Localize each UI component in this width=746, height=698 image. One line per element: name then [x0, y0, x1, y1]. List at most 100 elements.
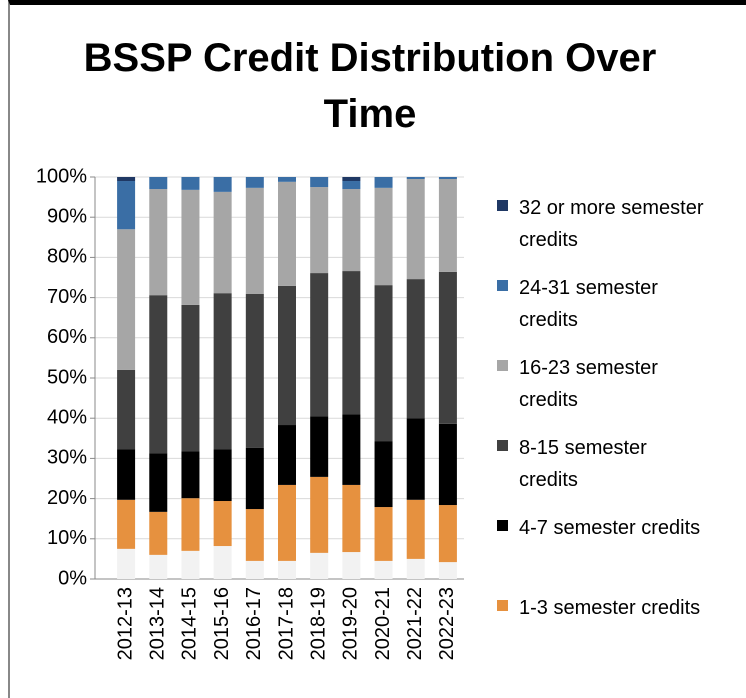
bar-segment [374, 441, 393, 508]
y-tick-label: 10% [47, 527, 87, 549]
bar-segment [310, 552, 329, 579]
bar-segment [406, 177, 425, 180]
x-tick-label: 2019-20 [340, 587, 362, 660]
y-tick-label: 60% [47, 326, 87, 348]
bar-segment [342, 181, 361, 190]
bar-segment [117, 449, 136, 500]
bar-segment [310, 187, 329, 274]
x-tick-label: 2017-18 [275, 587, 297, 660]
bar-segment [342, 177, 361, 182]
legend-label: 8-15 semester credits [519, 437, 647, 491]
x-tick-label: 2016-17 [243, 587, 265, 660]
bar-segment [438, 562, 457, 579]
x-tick-label: 2020-21 [372, 587, 394, 660]
bar-segment [117, 177, 136, 182]
x-tick-label: 2014-15 [179, 587, 201, 660]
x-tick-label: 2015-16 [211, 587, 233, 660]
bar-segment [245, 177, 264, 188]
legend: 32 or more semester credits 24-31 semeste… [497, 192, 727, 672]
bar-segment [278, 425, 296, 485]
legend-entry: 16-23 semester credits [497, 352, 727, 432]
bar-segment [278, 177, 296, 182]
bar-segment [149, 189, 168, 296]
x-tick-label: 2021-22 [404, 587, 426, 660]
bar-segment [213, 177, 232, 192]
y-tick-label: 50% [47, 366, 87, 388]
bar-segment [149, 554, 168, 579]
bar-segment [406, 179, 425, 280]
legend-swatch [497, 360, 508, 371]
bar-segment [149, 177, 168, 190]
legend-entry: 4-7 semester credits [497, 512, 727, 592]
bar-segment [374, 285, 393, 442]
bar-segment [310, 177, 329, 188]
bar-segment [245, 509, 264, 561]
bar-segment [438, 423, 457, 506]
legend-entry: 24-31 semester credits [497, 272, 727, 352]
x-tick-label: 2018-19 [307, 587, 329, 660]
legend-label: 1-3 semester credits [519, 597, 701, 619]
bar-segment [310, 476, 329, 553]
chart-frame [8, 0, 746, 698]
bar-segment [438, 177, 457, 180]
bar-segment [213, 501, 232, 547]
x-tick-label: 2013-14 [147, 587, 169, 660]
legend-swatch [497, 200, 508, 211]
legend-swatch [497, 520, 508, 531]
bar-segment [181, 498, 200, 551]
bar-segment [310, 273, 329, 417]
bar-segment [117, 369, 136, 450]
bar-segment [213, 191, 232, 294]
bar-segment [278, 181, 296, 286]
bar-segment [342, 484, 361, 553]
y-tick-label: 20% [47, 487, 87, 509]
legend-label: 4-7 semester credits [519, 517, 701, 539]
bar-segment [245, 293, 264, 448]
bar-segment [374, 187, 393, 286]
legend-label: 16-23 semester credits [519, 357, 658, 411]
y-tick-label: 90% [47, 205, 87, 227]
y-tick-label: 0% [58, 567, 87, 589]
bar-segment [342, 189, 361, 272]
bar-segment [117, 181, 136, 230]
bar-segment [181, 189, 200, 305]
bar-segment [342, 271, 361, 415]
bar-segment [181, 550, 200, 579]
bar-segment [117, 499, 136, 549]
bar-segment [342, 414, 361, 485]
legend-swatch [497, 280, 508, 291]
bar-segment [181, 451, 200, 499]
y-tick-label: 100% [36, 165, 87, 187]
bar-segment [406, 499, 425, 559]
bar-segment [374, 177, 393, 188]
bar-segment [438, 505, 457, 563]
bar-segment [181, 177, 200, 190]
bar-segment [406, 418, 425, 500]
bar-segment [374, 560, 393, 579]
bar-segment [374, 507, 393, 561]
y-tick-label: 80% [47, 246, 87, 268]
legend-swatch [497, 600, 508, 611]
bar-segment [149, 453, 168, 512]
legend-entry: 32 or more semester credits [497, 192, 727, 272]
bar-segment [310, 416, 329, 477]
bar-segment [278, 285, 296, 426]
bar-segment [245, 447, 264, 510]
x-tick-label: 2022-23 [436, 587, 458, 660]
bar-segment [245, 187, 264, 294]
x-tick-label: 2012-13 [114, 587, 136, 660]
bar-segment [181, 304, 200, 452]
bar-segment [213, 293, 232, 450]
bar-segment [278, 484, 296, 561]
bar-segment [149, 511, 168, 555]
bar-segment [406, 558, 425, 579]
legend-entry: 8-15 semester credits [497, 432, 727, 512]
bar-segment [438, 179, 457, 272]
bar-segment [278, 560, 296, 579]
bar-segment [438, 271, 457, 424]
bar-segment [117, 548, 136, 579]
bar-segment [406, 279, 425, 419]
y-tick-label: 70% [47, 286, 87, 308]
legend-swatch [497, 440, 508, 451]
